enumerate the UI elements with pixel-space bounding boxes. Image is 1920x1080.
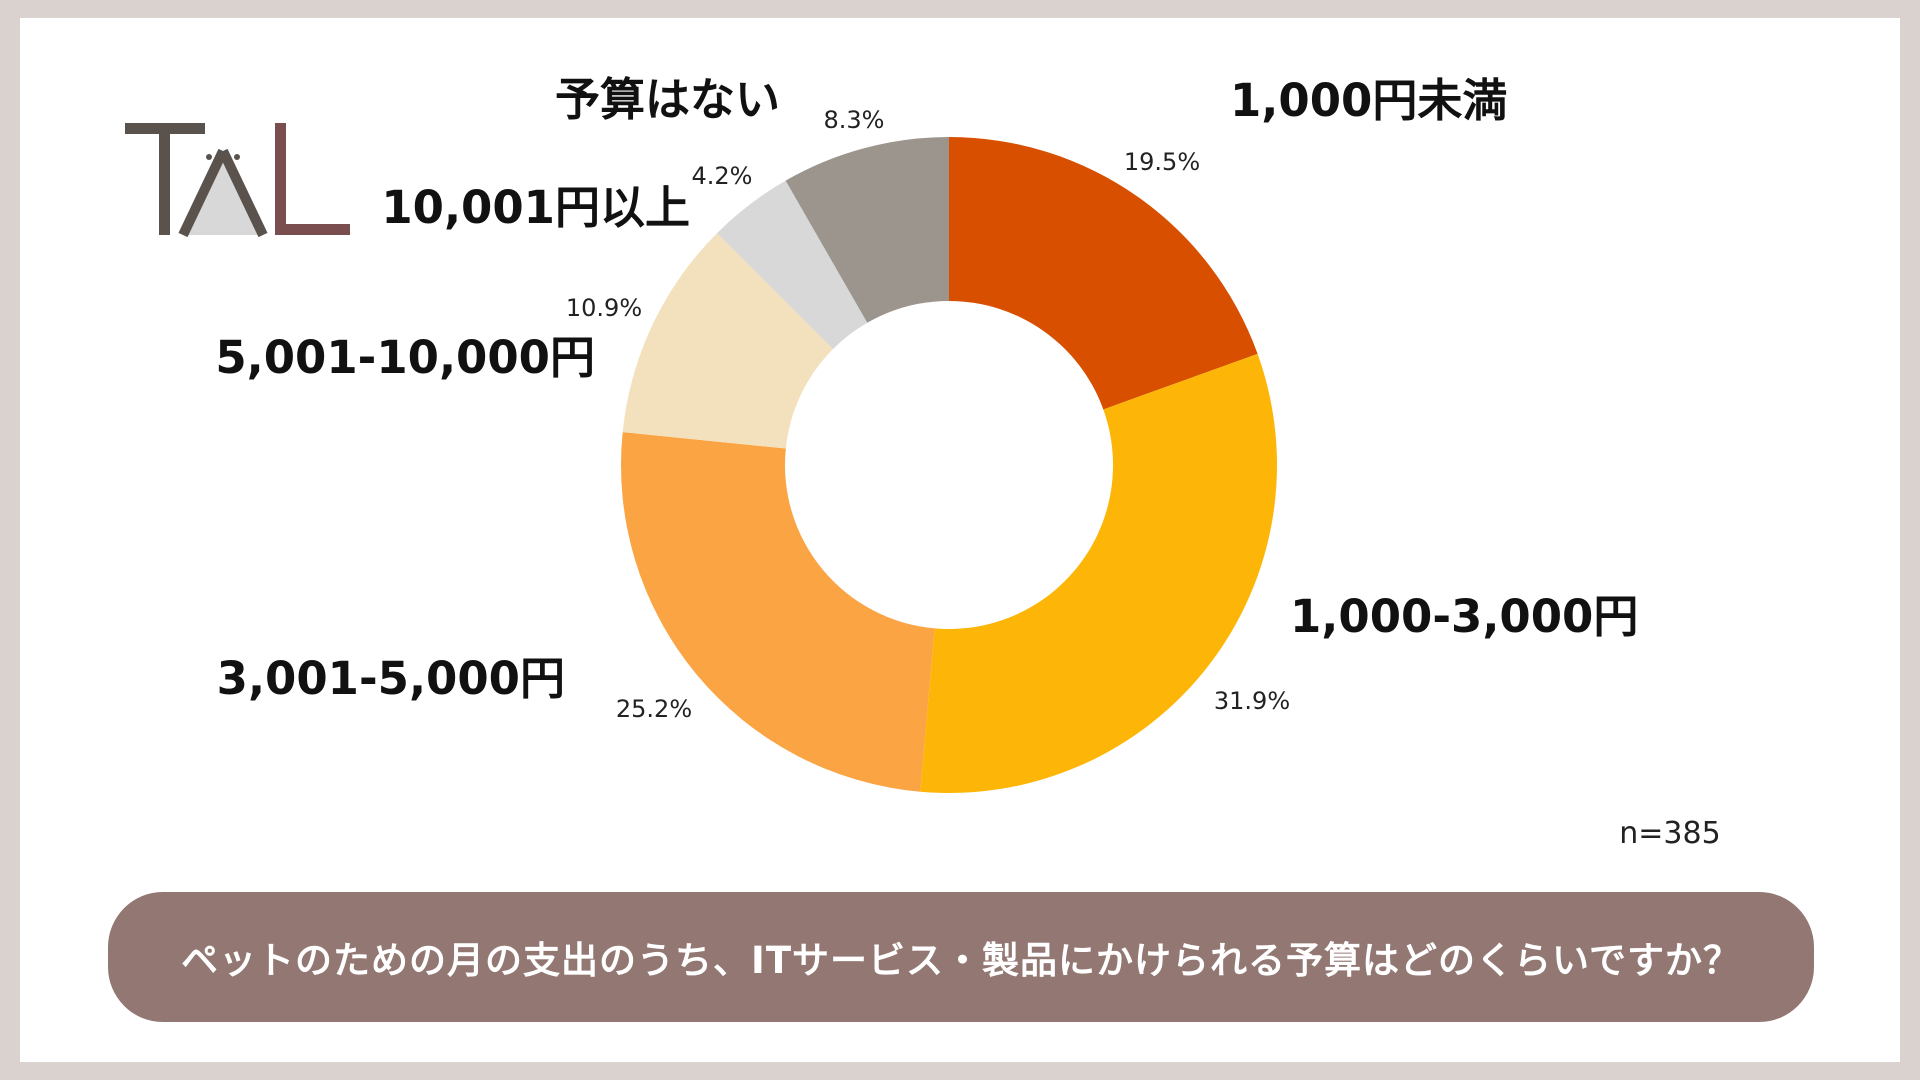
- logo-t-stem: [159, 123, 170, 235]
- percent-label-5: 4.2%: [692, 162, 753, 190]
- sample-size: n=385: [1619, 816, 1721, 851]
- donut-slice-6: [785, 137, 949, 323]
- logo-l-base: [275, 224, 350, 235]
- donut-chart: 1,000円未満 19.5% 1,000-3,000円 31.9% 3,001-5,00…: [215, 73, 1638, 793]
- question-banner: ペットのための月の支出のうち、ITサービス・製品にかけられる予算はどのくらいです…: [108, 892, 1814, 1022]
- logo-a-fill: [183, 151, 263, 235]
- category-label-5: 10,001円以上: [381, 181, 690, 234]
- donut-slice-1: [949, 137, 1258, 410]
- donut-slice-3: [621, 432, 935, 792]
- category-label-3: 3,001-5,000円: [217, 652, 565, 705]
- tal-logo: [125, 123, 350, 238]
- category-label-1: 1,000円未満: [1230, 74, 1507, 127]
- donut-slice-5: [717, 180, 868, 350]
- category-label-2: 1,000-3,000円: [1290, 590, 1638, 643]
- percent-label-3: 25.2%: [616, 695, 692, 723]
- percent-label-2: 31.9%: [1214, 687, 1290, 715]
- chart-card: 1,000円未満 19.5% 1,000-3,000円 31.9% 3,001-5,00…: [20, 18, 1900, 1062]
- logo-a-left: [178, 148, 228, 238]
- category-label-4: 5,001-10,000円: [215, 331, 595, 384]
- logo-a-right: [218, 148, 268, 238]
- category-label-6: 予算はない: [555, 73, 780, 126]
- logo-l-stem: [275, 123, 286, 235]
- logo-dot-right: [234, 154, 240, 160]
- donut-slice-4: [622, 233, 834, 449]
- donut-slice-2: [920, 353, 1277, 793]
- logo-dot-left: [206, 154, 212, 160]
- percent-label-6: 8.3%: [824, 106, 885, 134]
- percent-label-1: 19.5%: [1124, 148, 1200, 176]
- percent-label-4: 10.9%: [566, 294, 642, 322]
